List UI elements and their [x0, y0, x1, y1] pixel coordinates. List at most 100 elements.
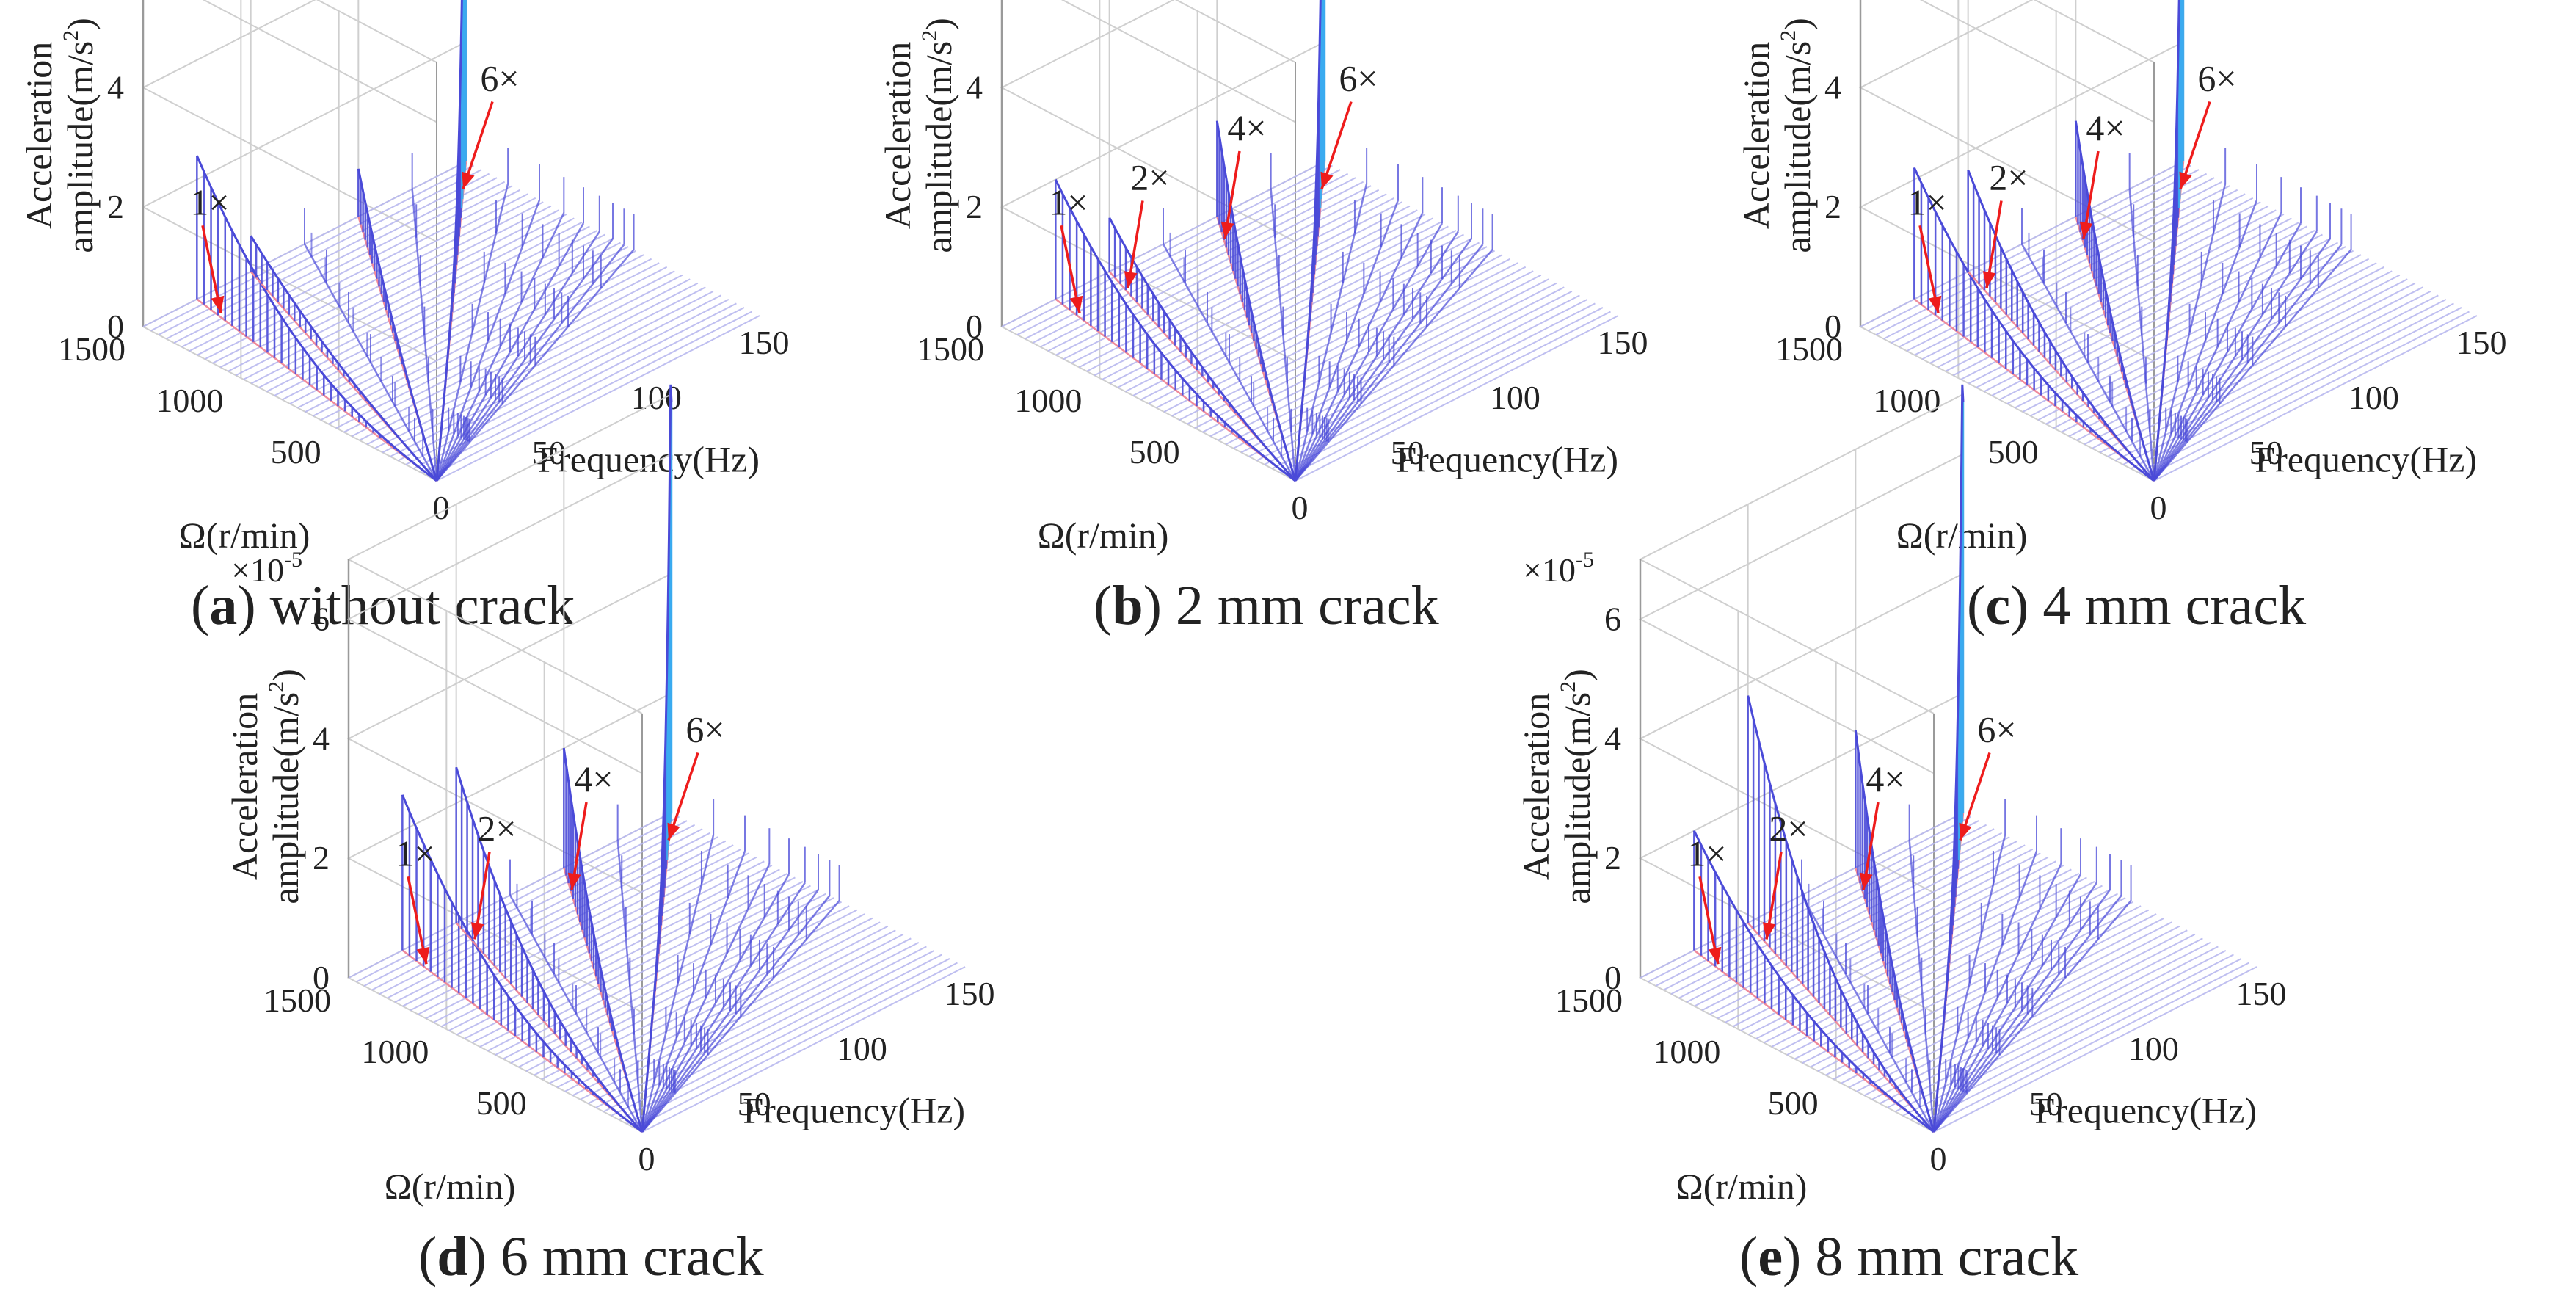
spectrum-slice — [1779, 885, 2103, 1052]
spectrum-slice — [448, 864, 773, 1031]
spectrum-slice — [1295, 315, 1619, 482]
spectrum-slice — [1040, 181, 1364, 348]
x-tick-label: 0 — [433, 489, 450, 526]
order-1-annotation: 1× — [1907, 181, 1946, 222]
spectrum-slice — [363, 820, 688, 987]
spectrum-slice — [595, 941, 920, 1108]
spectrum-slice — [2030, 250, 2354, 417]
chart-a-plot: 024605010015050010001500Frequency(Hz)Ω(r… — [18, 0, 790, 556]
order-6-annotation: 6× — [1977, 709, 2016, 750]
spectrum-slice — [626, 958, 950, 1125]
spectrum-slice — [173, 177, 498, 344]
spectrum-slice — [487, 885, 811, 1052]
order-2-envelope — [250, 235, 438, 482]
z-axis-label-sup: 2 — [917, 30, 942, 41]
order-1-envelope — [195, 155, 437, 482]
panel-b: 0 2 4 6 0 50 100 150 500 1000 1500 Frequency(Hz) Ω(r… — [873, 0, 1732, 652]
spectrum-slice — [634, 962, 958, 1129]
spectrum-slice — [1256, 294, 1580, 462]
spectrum-slice — [1032, 177, 1356, 344]
y-tick-label: 1500 — [263, 981, 331, 1019]
x-axis-label: Frequency(Hz) — [743, 1090, 965, 1131]
panel-d: 0 2 4 6 0 50 100 150 500 1000 1500 Frequency(Hz) Ω(r… — [220, 384, 1079, 1303]
x-axis-label: Frequency(Hz) — [1396, 439, 1618, 480]
spectrum-slice — [2084, 278, 2408, 446]
spectrum-slice — [564, 925, 889, 1092]
spectrum-slice — [1802, 897, 2126, 1064]
order-6-arrowhead — [462, 171, 475, 189]
spectrum-slice — [1887, 941, 2211, 1108]
grid-z-line — [202, 0, 437, 123]
order-4-arrowhead — [2079, 221, 2093, 239]
order-2-annotation: 2× — [477, 808, 516, 849]
spectrum-slice — [328, 258, 652, 425]
spectrum-slice — [1055, 189, 1380, 356]
spectrum-slice — [479, 881, 804, 1048]
spectrum-slice — [1709, 848, 2034, 1015]
x-tick-label: 0 — [1292, 489, 1309, 526]
spectrum-slice — [1287, 311, 1611, 478]
z-tick-label: 2 — [1824, 188, 1841, 225]
x-axis-label: Frequency(Hz) — [2034, 1090, 2257, 1131]
order-6-arrowhead — [1959, 822, 1972, 841]
spectrum-slice — [1763, 876, 2087, 1044]
z-scale-label: ×10-5 — [1523, 548, 1594, 589]
order-2-arrowhead — [470, 922, 484, 940]
spectrum-slice — [1952, 209, 2277, 377]
y-tick-label: 1500 — [1555, 981, 1623, 1019]
spectrum-slice — [228, 205, 552, 372]
y-tick-label: 1000 — [1873, 382, 1940, 419]
caption-d-text: 6 mm crack — [500, 1226, 764, 1288]
caption-e-text: 8 mm crack — [1815, 1226, 2079, 1288]
spectrum-slice — [464, 873, 788, 1039]
spectrum-slice — [1755, 873, 2080, 1039]
order-1-envelope — [1692, 830, 1935, 1133]
spectrum-slice — [1279, 307, 1604, 473]
panel-e: 0 2 4 6 0 50 100 150 500 1000 1500 Frequency(Hz) Ω(r… — [1512, 384, 2371, 1303]
order-2-envelope — [1747, 695, 1935, 1133]
spectrum-slice — [1902, 950, 2227, 1117]
spectrum-slice — [549, 917, 873, 1084]
z-scale-label: ×10-5 — [231, 548, 302, 589]
order-2-arrowhead — [1982, 271, 1996, 288]
spectrum-slice — [258, 222, 583, 388]
caption-c-letter: c — [1985, 575, 2011, 636]
chart-e: 024605010015050010001500Frequency(Hz)Ω(r… — [1516, 384, 2287, 1207]
order-2-envelope — [1108, 217, 1297, 482]
z-scale-exp: -5 — [284, 548, 302, 572]
z-axis-label: Accelerationamplitude(m/s2) — [1516, 669, 1598, 904]
spectrum-slice — [1732, 860, 2056, 1028]
spectrum-slice — [440, 860, 765, 1028]
spectrum-slice — [402, 840, 727, 1007]
z-axis-label: Accelerationamplitude(m/s2) — [224, 669, 306, 904]
spectrum-slice — [405, 299, 729, 465]
y-tick-label: 1000 — [1014, 382, 1082, 419]
spectrum-slice — [1086, 205, 1411, 372]
spectrum-slice — [587, 937, 912, 1105]
order-4-annotation: 4× — [2086, 107, 2125, 148]
z-tick-label: 2 — [966, 188, 983, 225]
spectrum-slice — [1991, 230, 2315, 396]
order-6-envelope — [2153, 0, 2180, 482]
spectrum-slice — [1202, 266, 1527, 433]
order-6-envelope — [1294, 0, 1322, 482]
spectrum-slice — [1209, 270, 1534, 438]
z-tick-label: 6 — [313, 600, 330, 637]
caption-e: (e) 8 mm crack — [1739, 1226, 2079, 1288]
y-tick-label: 1000 — [1653, 1033, 1720, 1070]
z-axis-label-sup: 2 — [59, 30, 83, 41]
spectrum-slice — [1094, 209, 1418, 377]
spectrum-slice — [1983, 225, 2307, 393]
spectrum-slice — [1921, 193, 2246, 360]
spectrum-slice — [1871, 933, 2196, 1100]
order-6-arrowhead — [1320, 171, 1334, 189]
spectrum-slice — [1233, 282, 1557, 449]
z-axis-label-line2: amplitude(m/s — [265, 692, 306, 904]
spectrum-slice — [181, 181, 506, 348]
spectrum-slice — [503, 893, 826, 1060]
spectrum-slice — [1810, 901, 2134, 1068]
spectrum-slice — [1132, 230, 1457, 396]
spectrum-slice — [525, 905, 850, 1072]
z-axis-label-line1: Acceleration — [224, 693, 265, 880]
z-axis-label-close: ) — [1777, 18, 1818, 30]
